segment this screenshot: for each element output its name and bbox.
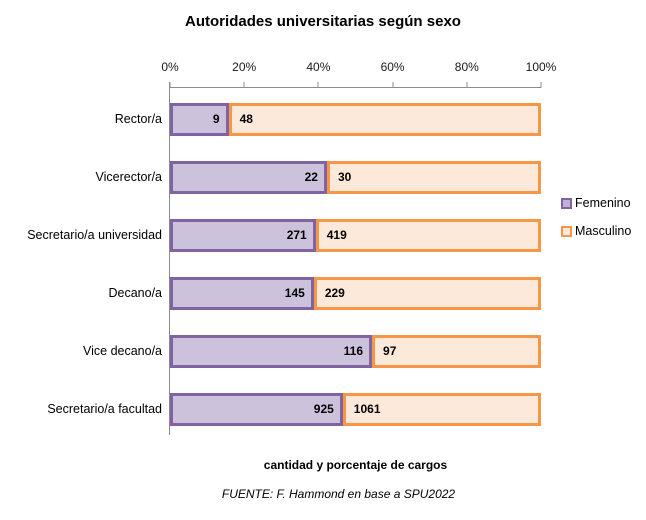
- legend-label-femenino: Femenino: [575, 196, 631, 210]
- bar-rows: Rector/a 9 48 Vicerector/a 22 30: [0, 90, 541, 438]
- masculino-segment: 1061: [342, 392, 541, 426]
- x-tick-label: 100%: [525, 60, 557, 74]
- category-label: Vicerector/a: [95, 170, 162, 184]
- x-tick-mark: [540, 82, 542, 88]
- bar-row: Vice decano/a 116 97: [0, 322, 541, 380]
- category-label: Rector/a: [114, 112, 162, 126]
- x-tick-mark: [392, 82, 394, 88]
- chart-title: Autoridades universitarias según sexo: [185, 13, 461, 30]
- category-axis-line: [169, 82, 170, 435]
- femenino-segment: 271: [170, 218, 316, 252]
- femenino-value: 925: [313, 402, 334, 416]
- femenino-value: 116: [343, 344, 364, 358]
- category-label: Secretario/a universidad: [27, 228, 162, 242]
- bar-track: 9 48: [170, 102, 541, 136]
- legend: Femenino Masculino: [561, 195, 631, 239]
- masculino-segment: 419: [315, 218, 541, 252]
- bar-row: Vicerector/a 22 30: [0, 148, 541, 206]
- x-tick-mark: [169, 82, 171, 88]
- bar-track: 271 419: [170, 218, 541, 252]
- femenino-value: 9: [212, 112, 220, 126]
- x-tick-label: 80%: [454, 60, 479, 74]
- femenino-segment: 116: [170, 334, 373, 368]
- masculino-segment: 48: [228, 102, 541, 136]
- femenino-value: 22: [304, 170, 318, 184]
- bar-track: 925 1061: [170, 392, 541, 426]
- category-label: Vice decano/a: [83, 344, 162, 358]
- masculino-segment: 97: [372, 334, 541, 368]
- masculino-value: 419: [326, 228, 347, 242]
- x-tick-mark: [243, 82, 245, 88]
- masculino-value: 30: [337, 170, 352, 184]
- femenino-segment: 9: [170, 102, 229, 136]
- legend-item: Femenino: [561, 195, 631, 211]
- bar-track: 22 30: [170, 160, 541, 194]
- x-tick-mark: [317, 82, 319, 88]
- bar-row: Secretario/a universidad 271 419: [0, 206, 541, 264]
- bar-track: 145 229: [170, 276, 541, 310]
- legend-marker-femenino: [561, 197, 572, 209]
- masculino-value: 229: [324, 286, 345, 300]
- x-axis-labels: 0% 20% 40% 60% 80% 100%: [161, 60, 556, 76]
- x-tick-label: 0%: [161, 60, 179, 74]
- x-tick-label: 20%: [232, 60, 257, 74]
- x-axis-line: [169, 82, 542, 88]
- bar-track: 116 97: [170, 334, 541, 368]
- bar-row: Rector/a 9 48: [0, 90, 541, 148]
- masculino-segment: 229: [313, 276, 541, 310]
- x-tick-label: 40%: [306, 60, 331, 74]
- masculino-value: 1061: [353, 402, 381, 416]
- masculino-value: 97: [383, 344, 397, 358]
- category-label: Secretario/a facultad: [47, 402, 162, 416]
- femenino-value: 271: [286, 228, 307, 242]
- bar-row: Secretario/a facultad 925 1061: [0, 380, 541, 438]
- x-tick-mark: [466, 82, 468, 88]
- legend-item: Masculino: [561, 223, 631, 239]
- femenino-segment: 22: [170, 160, 327, 194]
- source-note: FUENTE: F. Hammond en base a SPU2022: [221, 487, 456, 501]
- x-tick-label: 60%: [380, 60, 405, 74]
- femenino-segment: 145: [170, 276, 314, 310]
- masculino-value: 48: [239, 112, 253, 126]
- x-axis-title: cantidad y porcentaje de cargos: [263, 458, 448, 472]
- masculino-segment: 30: [326, 160, 541, 194]
- femenino-value: 145: [284, 286, 305, 300]
- femenino-segment: 925: [170, 392, 343, 426]
- category-label: Decano/a: [108, 286, 162, 300]
- legend-marker-masculino: [561, 225, 572, 237]
- bar-row: Decano/a 145 229: [0, 264, 541, 322]
- legend-label-masculino: Masculino: [575, 224, 632, 238]
